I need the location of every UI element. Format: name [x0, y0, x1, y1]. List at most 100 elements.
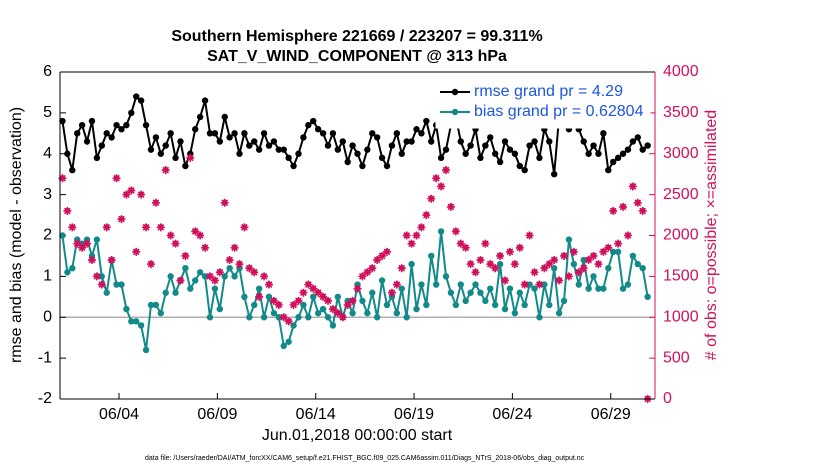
- obs-marker: [143, 224, 149, 230]
- series-marker: [580, 256, 587, 264]
- series-marker: [482, 297, 489, 305]
- series-marker: [614, 248, 622, 256]
- obs-marker: [92, 272, 101, 281]
- obs-marker: [619, 202, 628, 211]
- series-marker: [550, 265, 558, 272]
- obs-marker: [550, 256, 559, 265]
- series-marker: [98, 273, 105, 280]
- obs-marker: [319, 292, 328, 301]
- series-marker: [64, 269, 71, 276]
- obs-marker: [625, 232, 631, 238]
- x-tick-label: 06/04: [99, 406, 139, 423]
- series-marker: [354, 150, 361, 157]
- series-marker: [83, 138, 91, 145]
- y2-tick-label: 3000: [663, 145, 699, 162]
- obs-marker: [127, 186, 136, 195]
- series-marker: [137, 322, 145, 329]
- obs-marker: [604, 243, 613, 252]
- obs-marker: [402, 231, 411, 240]
- obs-marker: [610, 207, 616, 214]
- series-marker: [496, 260, 504, 268]
- series-marker: [516, 162, 523, 170]
- series-marker: [255, 285, 263, 292]
- series-marker: [428, 138, 435, 145]
- obs-marker: [73, 239, 82, 248]
- obs-marker: [630, 183, 636, 189]
- series-marker: [133, 318, 140, 325]
- series-marker: [610, 158, 617, 166]
- obs-marker: [560, 251, 569, 260]
- series-marker: [457, 281, 464, 288]
- obs-marker: [620, 203, 626, 210]
- series-marker: [314, 309, 322, 317]
- obs-marker: [561, 252, 567, 259]
- series-marker: [226, 265, 233, 272]
- series-marker: [487, 134, 494, 141]
- obs-marker: [467, 260, 474, 267]
- series-marker: [629, 252, 637, 260]
- obs-marker: [156, 223, 165, 232]
- series-marker: [196, 113, 204, 121]
- obs-marker: [146, 260, 155, 269]
- series-marker: [595, 150, 602, 157]
- series-marker: [226, 134, 233, 141]
- series-marker: [614, 154, 622, 162]
- obs-marker: [412, 231, 421, 240]
- series-marker: [605, 166, 612, 174]
- series-marker: [206, 130, 214, 137]
- series-marker: [393, 130, 401, 137]
- obs-marker: [359, 273, 366, 279]
- obs-marker: [348, 296, 357, 305]
- series-marker: [629, 138, 637, 145]
- series-marker: [339, 138, 346, 145]
- obs-marker: [640, 207, 646, 214]
- obs-marker: [260, 272, 269, 281]
- series-marker: [152, 301, 160, 309]
- obs-marker: [210, 276, 219, 285]
- y2-tick-label: 500: [663, 349, 690, 366]
- obs-marker: [363, 268, 372, 277]
- series-marker: [221, 113, 228, 121]
- series-marker: [418, 281, 425, 288]
- series-marker: [260, 314, 268, 321]
- series-marker: [172, 154, 179, 162]
- series-marker: [113, 121, 120, 129]
- series-marker: [570, 260, 578, 268]
- series-marker: [511, 309, 519, 317]
- series-marker: [364, 309, 371, 317]
- obs-marker: [456, 239, 465, 248]
- series-marker: [231, 273, 238, 280]
- series-marker: [383, 162, 391, 170]
- series-marker: [526, 142, 533, 149]
- series-marker: [216, 305, 224, 313]
- series-marker: [329, 322, 337, 329]
- obs-marker: [354, 285, 361, 291]
- obs-marker: [507, 248, 513, 255]
- obs-marker: [197, 232, 203, 238]
- series-marker: [590, 273, 597, 280]
- y2-tick-label: 0: [663, 390, 672, 407]
- series-marker: [359, 162, 366, 170]
- obs-marker: [428, 195, 434, 201]
- series-marker: [275, 314, 283, 321]
- series-marker: [74, 130, 81, 137]
- series-marker: [177, 138, 184, 145]
- obs-marker: [605, 244, 611, 250]
- series-marker: [147, 146, 155, 153]
- series-marker: [206, 314, 214, 321]
- y2-tick-label: 4000: [663, 63, 699, 80]
- series-marker: [536, 314, 543, 321]
- obs-marker: [305, 281, 312, 287]
- series-marker: [408, 138, 415, 145]
- obs-marker: [502, 277, 508, 283]
- series-marker: [393, 309, 401, 317]
- series-marker: [162, 289, 169, 296]
- obs-marker: [122, 190, 131, 199]
- obs-marker: [364, 269, 371, 275]
- obs-marker: [300, 289, 307, 295]
- series-marker: [182, 162, 189, 170]
- series-marker: [157, 309, 165, 317]
- obs-marker: [222, 199, 228, 206]
- obs-marker: [512, 260, 518, 267]
- series-marker: [344, 158, 351, 166]
